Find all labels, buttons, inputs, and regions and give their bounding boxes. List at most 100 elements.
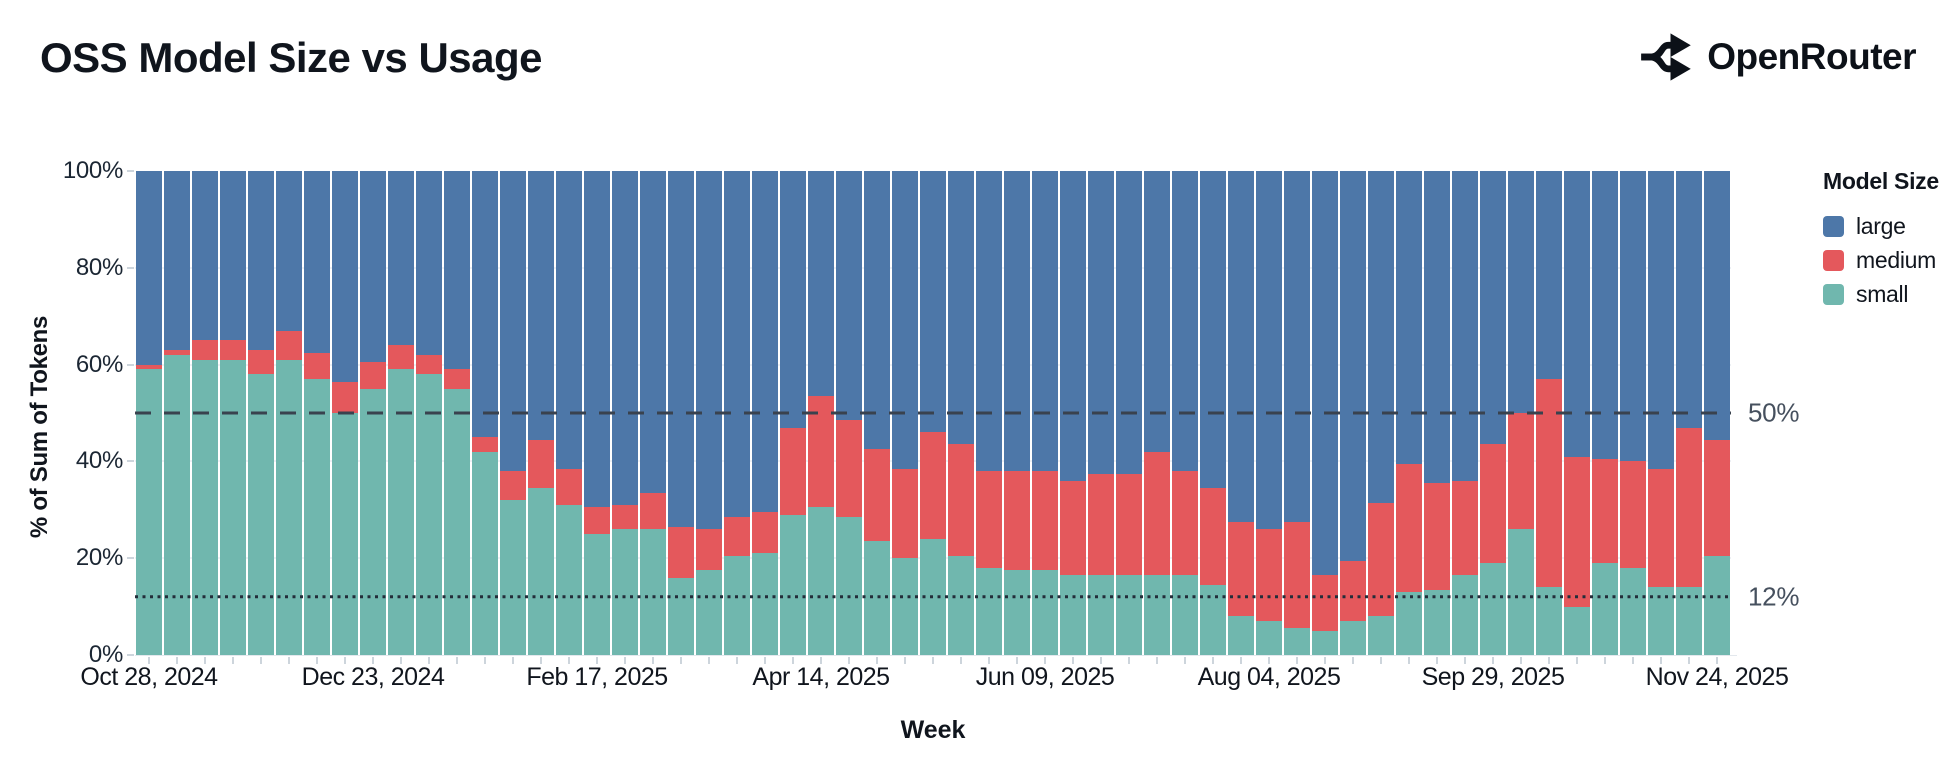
bar-segment-medium[interactable] — [920, 432, 946, 539]
bar-week-2025-10-27[interactable] — [1591, 171, 1619, 655]
bar-segment-medium[interactable] — [1676, 427, 1702, 588]
bar-week-2025-06-09[interactable] — [1031, 171, 1059, 655]
bar-week-2025-01-13[interactable] — [443, 171, 471, 655]
bar-segment-small[interactable] — [1452, 575, 1478, 655]
bar-segment-medium[interactable] — [976, 471, 1002, 568]
bar-segment-small[interactable] — [304, 379, 330, 655]
bar-segment-medium[interactable] — [1424, 483, 1450, 590]
bar-week-2025-11-17[interactable] — [1675, 171, 1703, 655]
bar-segment-large[interactable] — [220, 171, 246, 341]
bar-segment-large[interactable] — [724, 171, 750, 518]
bar-segment-small[interactable] — [668, 577, 694, 655]
bar-segment-small[interactable] — [1564, 606, 1590, 655]
bar-week-2024-12-23[interactable] — [359, 171, 387, 655]
bar-segment-small[interactable] — [1312, 630, 1338, 655]
bar-week-2025-08-18[interactable] — [1311, 171, 1339, 655]
bar-segment-large[interactable] — [668, 171, 694, 527]
bar-segment-large[interactable] — [920, 171, 946, 433]
bar-segment-medium[interactable] — [248, 350, 274, 375]
bar-segment-small[interactable] — [780, 514, 806, 655]
bar-segment-small[interactable] — [444, 388, 470, 655]
bar-week-2025-02-03[interactable] — [527, 171, 555, 655]
bar-week-2024-11-04[interactable] — [163, 171, 191, 655]
bar-segment-large[interactable] — [1396, 171, 1422, 464]
bar-segment-large[interactable] — [1004, 171, 1030, 472]
bar-segment-large[interactable] — [388, 171, 414, 346]
bar-segment-large[interactable] — [1312, 171, 1338, 576]
bar-segment-small[interactable] — [584, 534, 610, 655]
bar-segment-medium[interactable] — [388, 345, 414, 370]
bar-segment-medium[interactable] — [1620, 461, 1646, 568]
bar-segment-medium[interactable] — [780, 427, 806, 515]
bar-week-2025-06-02[interactable] — [1003, 171, 1031, 655]
bar-segment-small[interactable] — [1144, 575, 1170, 655]
bar-week-2025-03-10[interactable] — [667, 171, 695, 655]
bar-segment-medium[interactable] — [1564, 456, 1590, 607]
bar-week-2025-04-21[interactable] — [835, 171, 863, 655]
bar-segment-small[interactable] — [1088, 575, 1114, 655]
bar-segment-medium[interactable] — [836, 420, 862, 518]
bar-week-2025-01-27[interactable] — [499, 171, 527, 655]
bar-segment-large[interactable] — [500, 171, 526, 472]
bar-segment-large[interactable] — [1172, 171, 1198, 472]
bar-segment-small[interactable] — [472, 451, 498, 655]
bar-segment-small[interactable] — [1480, 563, 1506, 655]
bar-segment-medium[interactable] — [1144, 451, 1170, 576]
bar-segment-small[interactable] — [556, 504, 582, 655]
bar-segment-medium[interactable] — [752, 512, 778, 554]
bar-segment-large[interactable] — [1200, 171, 1226, 489]
bar-segment-small[interactable] — [220, 359, 246, 655]
bar-segment-medium[interactable] — [1452, 480, 1478, 576]
bar-segment-large[interactable] — [444, 171, 470, 370]
bar-segment-small[interactable] — [1172, 575, 1198, 655]
bar-segment-small[interactable] — [1592, 563, 1618, 655]
bar-segment-large[interactable] — [780, 171, 806, 428]
bar-segment-large[interactable] — [136, 171, 162, 365]
bar-segment-small[interactable] — [1004, 570, 1030, 655]
bar-segment-medium[interactable] — [1004, 471, 1030, 571]
bar-segment-large[interactable] — [836, 171, 862, 421]
bar-segment-medium[interactable] — [556, 468, 582, 505]
bar-segment-small[interactable] — [248, 374, 274, 655]
bar-segment-large[interactable] — [1452, 171, 1478, 481]
bar-segment-small[interactable] — [1396, 592, 1422, 655]
bar-segment-large[interactable] — [1424, 171, 1450, 484]
bar-week-2025-05-05[interactable] — [891, 171, 919, 655]
bar-segment-small[interactable] — [1424, 589, 1450, 655]
bar-week-2024-11-18[interactable] — [219, 171, 247, 655]
bar-segment-small[interactable] — [1648, 587, 1674, 655]
bar-segment-large[interactable] — [164, 171, 190, 351]
bar-week-2025-04-07[interactable] — [779, 171, 807, 655]
bar-segment-small[interactable] — [752, 553, 778, 655]
bar-week-2025-08-25[interactable] — [1339, 171, 1367, 655]
bar-week-2024-12-02[interactable] — [275, 171, 303, 655]
bar-segment-small[interactable] — [1284, 628, 1310, 655]
bar-segment-medium[interactable] — [276, 330, 302, 360]
bar-week-2025-01-06[interactable] — [415, 171, 443, 655]
bar-segment-large[interactable] — [416, 171, 442, 355]
bar-segment-large[interactable] — [1032, 171, 1058, 472]
bar-segment-large[interactable] — [1508, 171, 1534, 414]
bar-segment-medium[interactable] — [136, 364, 162, 370]
bar-segment-medium[interactable] — [1704, 439, 1730, 556]
bar-segment-large[interactable] — [640, 171, 666, 493]
bar-week-2025-02-17[interactable] — [583, 171, 611, 655]
bar-segment-small[interactable] — [136, 369, 162, 655]
bar-segment-large[interactable] — [360, 171, 386, 363]
bar-week-2025-04-14[interactable] — [807, 171, 835, 655]
bar-segment-large[interactable] — [584, 171, 610, 508]
bar-segment-medium[interactable] — [500, 471, 526, 501]
bar-segment-small[interactable] — [500, 500, 526, 655]
bar-segment-large[interactable] — [1256, 171, 1282, 530]
bar-segment-large[interactable] — [1480, 171, 1506, 445]
bar-segment-large[interactable] — [696, 171, 722, 530]
bar-segment-large[interactable] — [1144, 171, 1170, 452]
bar-week-2025-09-29[interactable] — [1479, 171, 1507, 655]
bar-segment-medium[interactable] — [1648, 468, 1674, 588]
bar-segment-medium[interactable] — [1256, 529, 1282, 622]
bar-segment-large[interactable] — [1564, 171, 1590, 457]
bar-segment-medium[interactable] — [1284, 521, 1310, 629]
bar-week-2025-08-11[interactable] — [1283, 171, 1311, 655]
bar-segment-large[interactable] — [304, 171, 330, 353]
bar-segment-small[interactable] — [1536, 587, 1562, 655]
